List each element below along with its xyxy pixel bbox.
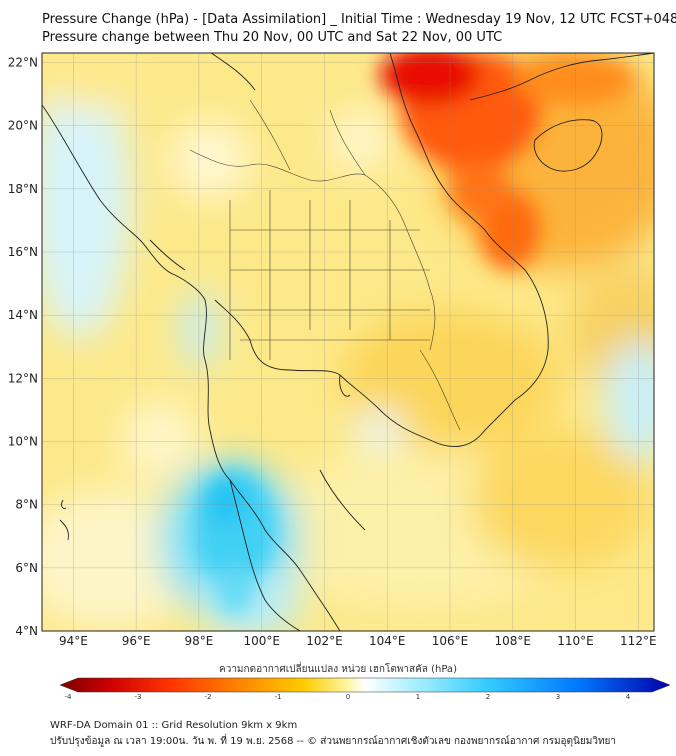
colorbar-tick-label: 1 bbox=[416, 693, 420, 701]
chart-subtitle: Pressure change between Thu 20 Nov, 00 U… bbox=[42, 30, 503, 45]
lon-tick-label: 112°E bbox=[620, 634, 657, 648]
update-credit: ปรับปรุงข้อมูล ณ เวลา 19:00น. วัน พ. ที่… bbox=[50, 736, 617, 747]
longitude-labels: 94°E 96°E 98°E 100°E 102°E 104°E 106°E 108°E 110… bbox=[59, 634, 657, 648]
lat-tick-label: 10°N bbox=[8, 434, 38, 448]
lon-tick-label: 98°E bbox=[184, 634, 213, 648]
lat-tick-label: 14°N bbox=[8, 308, 38, 322]
chart-title: Pressure Change (hPa) - [Data Assimilati… bbox=[42, 12, 676, 27]
colorbar-tick-label: -2 bbox=[205, 693, 212, 701]
lat-tick-label: 12°N bbox=[8, 371, 38, 385]
lon-tick-label: 104°E bbox=[369, 634, 406, 648]
coastlines bbox=[42, 53, 654, 631]
lat-tick-label: 6°N bbox=[15, 561, 38, 575]
model-info: WRF-DA Domain 01 :: Grid Resolution 9km … bbox=[50, 720, 298, 731]
colorbar-ticks: -4 -3 -2 -1 0 1 2 3 4 bbox=[65, 693, 631, 701]
colorbar: -4 -3 -2 -1 0 1 2 3 4 bbox=[59, 677, 671, 701]
colorbar-tick-label: 4 bbox=[626, 693, 631, 701]
colorbar-tick-label: -4 bbox=[65, 693, 73, 701]
map-gridlines bbox=[42, 53, 654, 631]
colorbar-tick-label: -1 bbox=[275, 693, 282, 701]
colorbar-tick-label: 2 bbox=[486, 693, 490, 701]
lon-tick-label: 108°E bbox=[495, 634, 532, 648]
colorbar-tick-label: -3 bbox=[135, 693, 142, 701]
map-frame bbox=[41, 52, 655, 632]
lon-tick-label: 100°E bbox=[243, 634, 280, 648]
colorbar-tick-label: 0 bbox=[346, 693, 350, 701]
lat-tick-label: 8°N bbox=[15, 498, 38, 512]
lon-tick-label: 96°E bbox=[122, 634, 151, 648]
colorbar-tick-label: 3 bbox=[556, 693, 560, 701]
lon-tick-label: 110°E bbox=[557, 634, 594, 648]
latitude-labels: 22°N 20°N 18°N 16°N 14°N 12°N 10°N 8°N 6°N 4°N bbox=[8, 55, 38, 638]
pressure-field bbox=[42, 53, 654, 631]
lat-tick-label: 16°N bbox=[8, 245, 38, 259]
colorbar-title: ความกดอากาศเปลี่ยนแปลง หน่วย เฮกโตพาสคัล… bbox=[219, 664, 457, 675]
lat-tick-label: 20°N bbox=[8, 119, 38, 133]
colorbar-bar bbox=[59, 677, 671, 693]
admin-borders bbox=[189, 99, 461, 431]
lon-tick-label: 106°E bbox=[432, 634, 469, 648]
lat-tick-label: 4°N bbox=[15, 624, 38, 638]
lat-tick-label: 22°N bbox=[8, 55, 38, 69]
lon-tick-label: 102°E bbox=[306, 634, 343, 648]
lat-tick-label: 18°N bbox=[8, 182, 38, 196]
lon-tick-label: 94°E bbox=[59, 634, 88, 648]
